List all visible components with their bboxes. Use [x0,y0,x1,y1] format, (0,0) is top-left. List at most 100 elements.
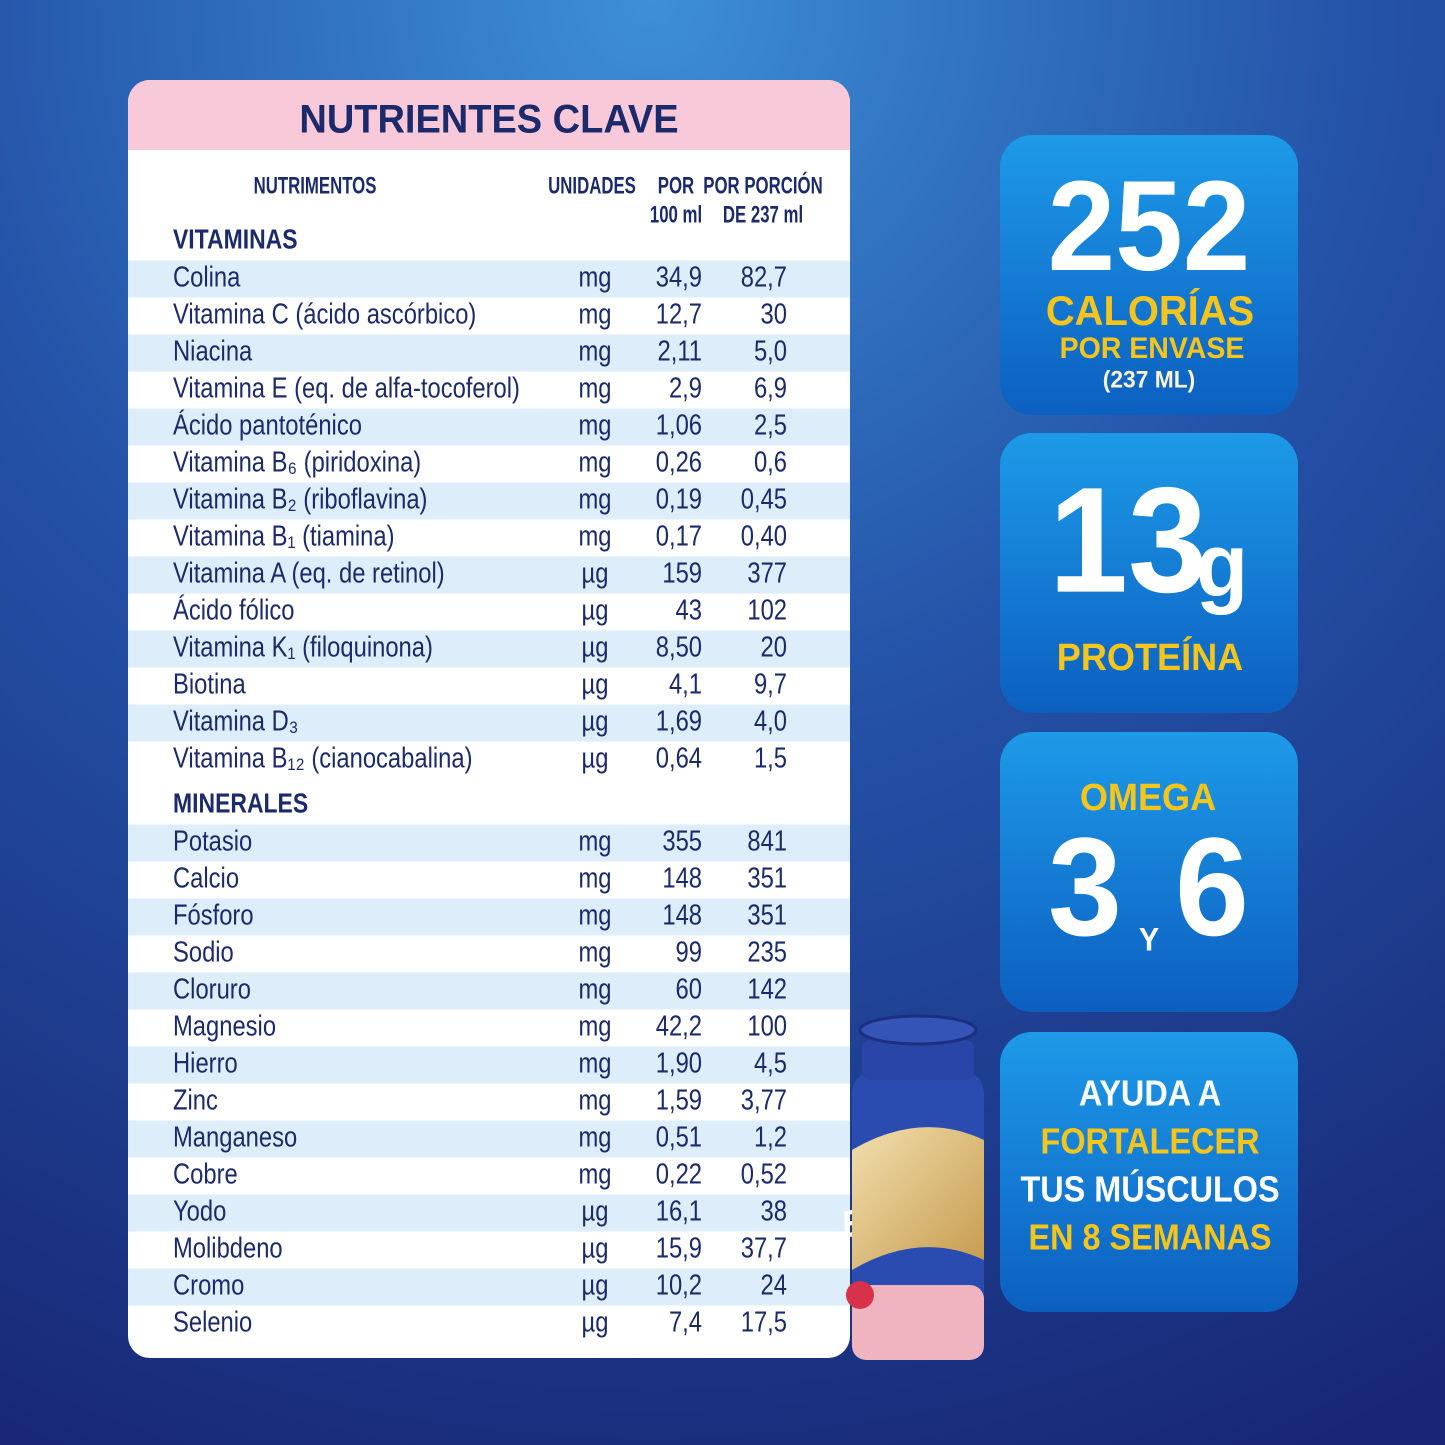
unit: mg [578,371,611,404]
nutrient-name: Zinc [173,1083,218,1116]
column-header: POR [658,172,694,199]
nutrient-name: Vitamina B₁ (tiamina) [173,519,395,552]
unit: mg [578,824,611,857]
omega-label: OMEGA [1080,775,1216,818]
nutrient-name: Vitamina K₁ (filoquinona) [173,630,433,663]
value-per-portion: 3,77 [741,1083,787,1116]
calories-sub: POR ENVASE [1060,332,1245,365]
value-per-portion: 4,5 [754,1046,787,1079]
value-per-portion: 377 [747,556,787,589]
column-header: 100 ml [650,201,702,228]
nutrient-name: Cobre [173,1157,238,1190]
unit: mg [578,519,611,552]
unit: mg [578,297,611,330]
value-per-portion: 841 [747,824,787,857]
claim-line: EN 8 SEMANAS [1029,1218,1272,1258]
value-per-portion: 37,7 [741,1231,787,1264]
nutrient-name: Yodo [173,1194,226,1227]
value-per-100ml: 8,50 [656,630,702,663]
value-per-100ml: 1,69 [656,704,702,737]
nutrient-name: Sodio [173,935,234,968]
value-per-portion: 0,45 [741,482,787,515]
value-per-portion: 38 [761,1194,787,1227]
nutrient-name: Calcio [173,861,239,894]
nutrient-name: Manganeso [173,1120,297,1153]
unit: mg [578,445,611,478]
nutrient-name: Vitamina B₁₂ (cianocabalina) [173,741,472,774]
value-per-100ml: 1,59 [656,1083,702,1116]
row-stripe [128,1194,850,1232]
column-header: DE 237 ml [723,201,803,228]
value-per-portion: 2,5 [754,408,787,441]
row-stripe [128,824,850,862]
unit: µg [582,1194,609,1227]
value-per-100ml: 2,9 [669,371,702,404]
nutrient-name: Niacina [173,334,252,367]
nutrient-name: Hierro [173,1046,238,1079]
value-per-100ml: 43 [676,593,702,626]
highlight-box [1000,135,1298,415]
value-per-100ml: 0,19 [656,482,702,515]
value-per-100ml: 0,22 [656,1157,702,1190]
nutrient-name: Potasio [173,824,252,857]
unit: mg [578,935,611,968]
unit: µg [582,556,609,589]
value-per-100ml: 0,51 [656,1120,702,1153]
protein-label: PROTEÍNA [1057,635,1243,678]
unit: µg [582,1268,609,1301]
column-header: NUTRIMENTOS [254,172,377,199]
nutrient-name: Vitamina E (eq. de alfa-tocoferol) [173,371,520,404]
card-title: NUTRIENTES CLAVE [299,98,678,142]
value-per-portion: 9,7 [754,667,787,700]
value-per-100ml: 148 [662,861,702,894]
section-title: MINERALES [173,788,308,819]
nutrient-name: Vitamina C (ácido ascórbico) [173,297,476,330]
value-per-portion: 0,6 [754,445,787,478]
nutrient-name: Magnesio [173,1009,276,1042]
value-per-portion: 30 [761,297,787,330]
unit: µg [582,630,609,663]
claim-line: TUS MÚSCULOS [1020,1168,1279,1210]
value-per-portion: 0,40 [741,519,787,552]
row-stripe [128,260,850,298]
value-per-portion: 142 [747,972,787,1005]
unit: mg [578,1157,611,1190]
row-stripe [128,972,850,1010]
unit: mg [578,1046,611,1079]
highlight-box [1000,732,1298,1012]
nutrient-name: Cromo [173,1268,244,1301]
nutrient-name: Vitamina A (eq. de retinol) [173,556,445,589]
nutrient-name: Biotina [173,667,246,700]
value-per-portion: 5,0 [754,334,787,367]
nutrient-name: Vitamina B₆ (piridoxina) [173,445,421,478]
row-stripe [128,556,850,594]
value-per-100ml: 60 [676,972,702,1005]
unit: mg [578,1083,611,1116]
row-stripe [128,482,850,520]
value-per-100ml: 99 [676,935,702,968]
row-stripe [128,630,850,668]
value-per-100ml: 16,1 [656,1194,702,1227]
protein-value: 13 [1049,457,1207,624]
value-per-portion: 235 [747,935,787,968]
value-per-portion: 102 [747,593,787,626]
unit: mg [578,408,611,441]
highlight-box [1000,433,1298,713]
row-stripe [128,334,850,372]
value-per-100ml: 0,17 [656,519,702,552]
nutrient-card [128,80,850,1358]
value-per-100ml: 159 [662,556,702,589]
value-per-portion: 24 [761,1268,787,1301]
row-stripe [128,408,850,446]
card-header [128,80,850,150]
calories-value: 252 [1048,155,1251,298]
omega-value: 6 [1175,808,1249,965]
value-per-portion: 351 [747,898,787,931]
value-per-100ml: 2,11 [658,334,702,367]
unit: µg [582,593,609,626]
value-per-100ml: 7,4 [669,1305,702,1338]
unit: µg [582,741,609,774]
value-per-portion: 351 [747,861,787,894]
value-per-100ml: 4,1 [669,667,702,700]
